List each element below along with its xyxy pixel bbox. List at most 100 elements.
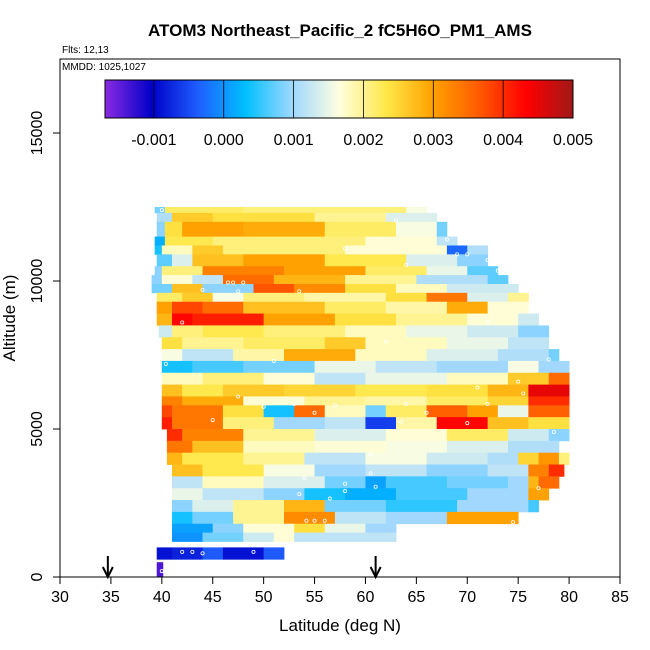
colorbar-swatch xyxy=(222,80,225,118)
colorbar-swatch xyxy=(534,80,537,118)
colorbar-swatch xyxy=(206,80,209,118)
heatmap-cell xyxy=(263,547,285,560)
colorbar-tick-label: 0.000 xyxy=(204,132,244,149)
colorbar-swatch xyxy=(498,80,502,118)
heatmap-cell xyxy=(446,283,519,294)
heatmap-cell xyxy=(538,476,560,489)
colorbar-swatch xyxy=(247,80,250,118)
heatmap-cell xyxy=(253,283,295,294)
heatmap-cell xyxy=(151,275,163,285)
colorbar-swatch xyxy=(463,80,467,118)
colorbar-swatch xyxy=(106,80,110,118)
sample-marker xyxy=(383,339,388,344)
colorbar-tick-label: 0.002 xyxy=(343,132,383,149)
colorbar-swatch xyxy=(134,80,137,118)
colorbar-swatch xyxy=(465,80,469,118)
colorbar-swatch xyxy=(426,80,430,118)
sample-marker xyxy=(312,410,317,415)
heatmap-cell xyxy=(365,236,438,246)
colorbar-tick-label: 0.001 xyxy=(274,132,314,149)
heatmap-cell xyxy=(161,417,173,430)
heatmap-cell xyxy=(182,337,244,350)
heatmap-cell xyxy=(222,417,275,430)
colorbar-swatch xyxy=(432,80,436,118)
colorbar-swatch xyxy=(288,80,291,118)
colorbar-swatch xyxy=(262,80,266,118)
colorbar-swatch xyxy=(477,80,480,118)
colorbar-swatch xyxy=(116,80,120,118)
colorbar-swatch xyxy=(161,80,164,118)
colorbar-swatch xyxy=(108,80,112,118)
colorbar-swatch xyxy=(237,80,241,118)
colorbar-swatch xyxy=(415,80,418,118)
colorbar-swatch xyxy=(399,80,402,118)
heatmap-cell xyxy=(446,440,509,454)
colorbar-swatch xyxy=(405,80,408,118)
heatmap-cell xyxy=(304,292,387,303)
heatmap-cell xyxy=(192,245,224,255)
colorbar-swatch xyxy=(358,80,361,118)
heatmap-cell xyxy=(192,254,244,267)
colorbar-swatch xyxy=(561,80,564,118)
colorbar-swatch xyxy=(452,80,455,118)
colorbar-swatch xyxy=(188,80,192,118)
colorbar-swatch xyxy=(417,80,420,118)
colorbar-swatch xyxy=(385,80,389,118)
heatmap-cell xyxy=(304,452,366,465)
heatmap-cell xyxy=(365,266,427,276)
colorbar-swatch xyxy=(444,80,447,118)
sample-marker xyxy=(231,280,236,285)
heatmap-cell xyxy=(324,337,366,350)
heatmap-cell xyxy=(528,500,539,513)
colorbar-swatch xyxy=(495,80,498,118)
colorbar-swatch xyxy=(354,80,358,118)
heatmap-cell xyxy=(161,396,183,406)
heatmap-cell xyxy=(396,488,468,501)
heatmap-cell xyxy=(467,266,499,276)
colorbar-swatch xyxy=(233,80,237,118)
heatmap-cell xyxy=(508,360,539,374)
heatmap-cell xyxy=(212,212,315,223)
heatmap-cell xyxy=(151,283,173,294)
sample-marker xyxy=(373,484,378,489)
colorbar-swatch xyxy=(245,80,248,118)
heatmap-cell xyxy=(294,523,326,533)
colorbar-swatch xyxy=(200,80,203,118)
colorbar-swatch xyxy=(440,80,443,118)
x-tick-label: 65 xyxy=(407,589,425,606)
heatmap-cell xyxy=(273,532,295,542)
heatmap-cell xyxy=(558,452,570,465)
sample-marker xyxy=(485,401,490,406)
colorbar-swatch xyxy=(171,80,174,118)
colorbar-swatch xyxy=(532,80,535,118)
sample-marker xyxy=(399,419,404,424)
colorbar-swatch xyxy=(163,80,166,118)
colorbar-swatch xyxy=(153,80,157,118)
heatmap-cell xyxy=(314,429,387,442)
colorbar-swatch xyxy=(298,80,301,118)
colorbar-swatch xyxy=(120,80,124,118)
heatmap-cell xyxy=(406,254,458,267)
heatmap-cell xyxy=(487,464,529,477)
heatmap-cell xyxy=(202,532,244,542)
sample-marker xyxy=(225,280,230,285)
sample-marker xyxy=(297,289,302,294)
heatmap-cell xyxy=(457,254,489,267)
colorbar-swatch xyxy=(516,80,519,118)
colorbar-swatch xyxy=(344,80,348,118)
heatmap-cell xyxy=(263,372,315,385)
heatmap-cell xyxy=(243,301,326,314)
colorbar-swatch xyxy=(510,80,514,118)
heatmap-cell xyxy=(385,476,448,489)
heatmap-cell xyxy=(202,464,265,477)
sample-marker xyxy=(434,530,439,535)
x-tick-label: 75 xyxy=(509,589,527,606)
sample-marker xyxy=(424,410,429,415)
colorbar-swatch xyxy=(559,80,562,118)
colorbar-swatch xyxy=(526,80,529,118)
heatmap-cell xyxy=(172,212,214,223)
sample-marker xyxy=(516,379,521,384)
sample-marker xyxy=(304,518,309,523)
colorbar-swatch xyxy=(329,80,332,118)
